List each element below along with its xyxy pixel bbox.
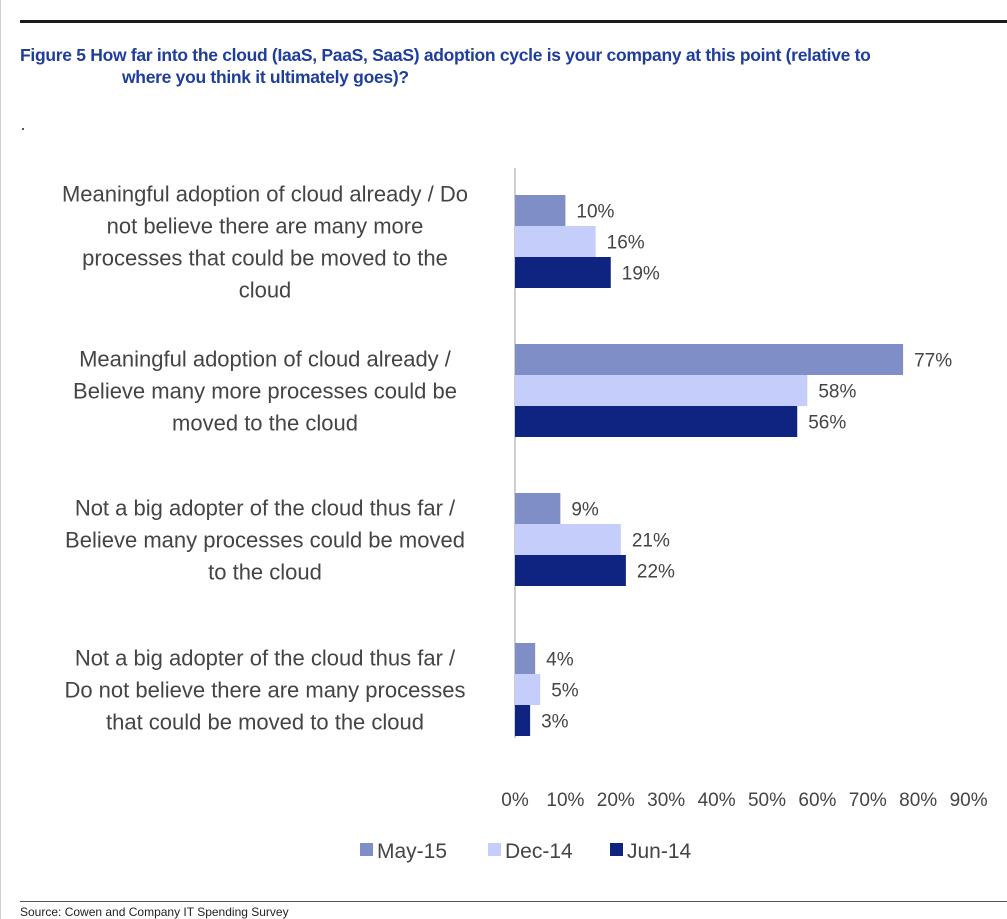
data-label-dec-14-1: 16% bbox=[607, 233, 645, 254]
category-label-2: Meaningful adoption of cloud already / Be… bbox=[73, 347, 457, 436]
x-tick-label-5: 50% bbox=[748, 790, 786, 811]
data-label-may-15-2: 77% bbox=[914, 351, 952, 372]
data-label-jun-14-1: 19% bbox=[622, 264, 660, 285]
data-label-jun-14-2: 56% bbox=[808, 413, 846, 434]
x-tick-label-1: 10% bbox=[546, 790, 584, 811]
source-note: Source: Cowen and Company IT Spending Su… bbox=[20, 905, 289, 919]
bar-may-15-2 bbox=[515, 344, 904, 375]
legend-swatch-may-15 bbox=[360, 843, 373, 856]
legend-label-may-15: May-15 bbox=[377, 840, 447, 863]
data-label-jun-14-4: 3% bbox=[541, 712, 569, 733]
figure-title-line-1: Figure 5 How far into the cloud (IaaS, P… bbox=[20, 45, 871, 65]
bar-jun-14-3 bbox=[515, 555, 626, 586]
bar-may-15-4 bbox=[515, 643, 536, 674]
x-tick-label-6: 60% bbox=[798, 790, 836, 811]
legend-swatch-dec-14 bbox=[488, 843, 501, 856]
category-label-4: Not a big adopter of the cloud thus far … bbox=[64, 646, 465, 735]
legend-label-jun-14: Jun-14 bbox=[627, 840, 692, 863]
legend-swatch-jun-14 bbox=[610, 843, 623, 856]
bar-jun-14-4 bbox=[515, 705, 531, 736]
data-label-dec-14-2: 58% bbox=[818, 382, 856, 403]
x-tick-label-4: 40% bbox=[698, 790, 736, 811]
x-tick-label-0: 0% bbox=[501, 790, 529, 811]
bottom-rule bbox=[20, 901, 1007, 902]
category-label-1: Meaningful adoption of cloud already / D… bbox=[62, 182, 468, 303]
stray-mark bbox=[22, 128, 24, 130]
legend-label-dec-14: Dec-14 bbox=[505, 840, 573, 863]
x-tick-label-2: 20% bbox=[597, 790, 635, 811]
bar-may-15-1 bbox=[515, 195, 566, 226]
category-label-3: Not a big adopter of the cloud thus far … bbox=[65, 496, 465, 585]
bar-jun-14-1 bbox=[515, 257, 611, 288]
data-label-dec-14-4: 5% bbox=[551, 681, 579, 702]
data-label-dec-14-3: 21% bbox=[632, 531, 670, 552]
x-tick-label-7: 70% bbox=[849, 790, 887, 811]
data-label-may-15-3: 9% bbox=[571, 500, 599, 521]
frame-border bbox=[0, 0, 1, 919]
figure-title: Figure 5 How far into the cloud (IaaS, P… bbox=[20, 44, 1007, 88]
x-tick-label-8: 80% bbox=[899, 790, 937, 811]
bar-dec-14-1 bbox=[515, 226, 596, 257]
bar-dec-14-3 bbox=[515, 524, 621, 555]
x-tick-label-9: 90% bbox=[950, 790, 988, 811]
bar-jun-14-2 bbox=[515, 406, 798, 437]
data-label-may-15-1: 10% bbox=[576, 202, 614, 223]
bar-dec-14-4 bbox=[515, 674, 541, 705]
bar-dec-14-2 bbox=[515, 375, 808, 406]
bar-may-15-3 bbox=[515, 493, 561, 524]
top-rule bbox=[20, 20, 1007, 23]
data-label-may-15-4: 4% bbox=[546, 650, 574, 671]
figure-title-line-2: where you think it ultimately goes)? bbox=[122, 67, 409, 87]
data-label-jun-14-3: 22% bbox=[637, 562, 675, 583]
x-tick-label-3: 30% bbox=[647, 790, 685, 811]
